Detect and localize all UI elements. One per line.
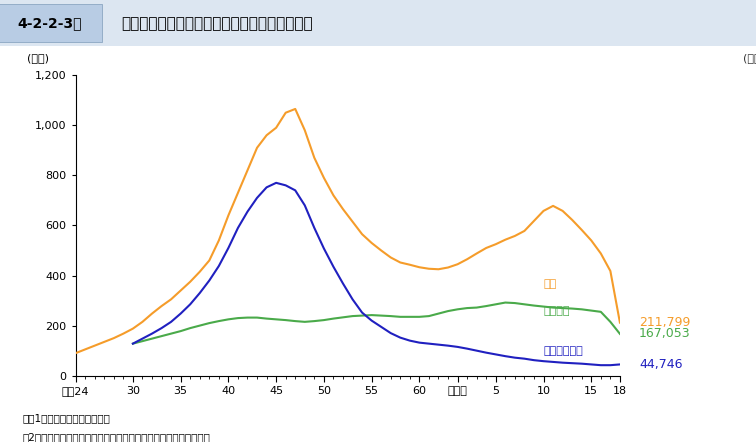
Text: 2「道路交通保護」とは，道交違反に係る少年保護事件をいう。: 2「道路交通保護」とは，道交違反に係る少年保護事件をいう。 xyxy=(23,432,211,442)
Text: 総数: 総数 xyxy=(544,279,556,289)
Text: 少年保護事件の家庭裁判所新規受理人員の推移: 少年保護事件の家庭裁判所新規受理人員の推移 xyxy=(121,16,312,30)
Text: 44,746: 44,746 xyxy=(639,358,683,371)
FancyBboxPatch shape xyxy=(0,4,102,42)
Text: (千人): (千人) xyxy=(26,53,48,63)
Text: 一般保護: 一般保護 xyxy=(544,305,570,316)
Text: 167,053: 167,053 xyxy=(639,328,691,340)
Text: 道路交通保護: 道路交通保護 xyxy=(544,346,584,356)
Text: 211,799: 211,799 xyxy=(639,316,690,329)
Text: 4-2-2-3図: 4-2-2-3図 xyxy=(17,16,82,30)
Text: (昭和24年～平成18年): (昭和24年～平成18年) xyxy=(743,53,756,63)
Text: 注　1　司法統計年報による。: 注 1 司法統計年報による。 xyxy=(23,413,110,423)
